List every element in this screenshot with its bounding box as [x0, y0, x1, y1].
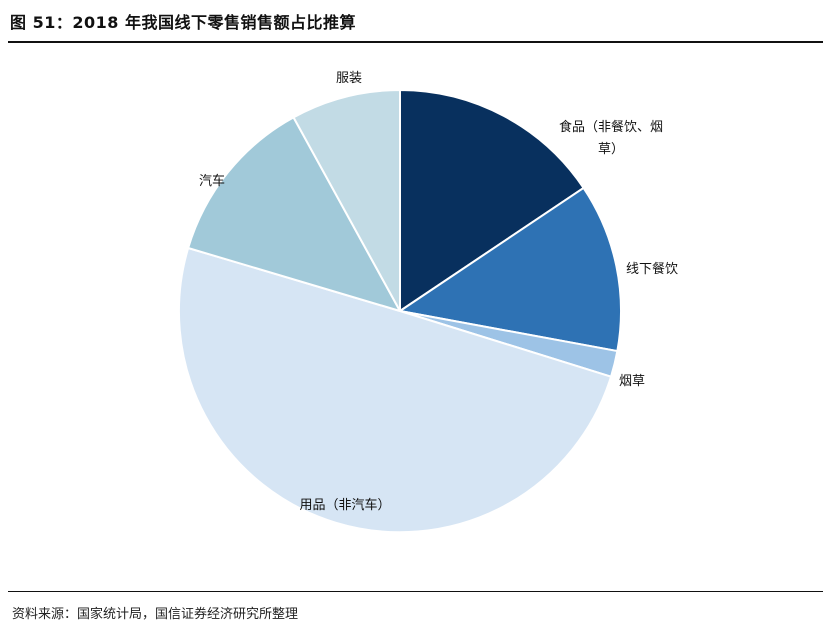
slice-label: 烟草: [619, 374, 645, 389]
slice-label: 食品（非餐饮、烟草）: [559, 119, 663, 157]
pie-slice: [292, 89, 401, 312]
slice-label: 用品（非汽车）: [299, 497, 390, 513]
pie-slice: [187, 116, 401, 312]
chart-title: 图 51：2018 年我国线下零售销售额占比推算: [10, 13, 356, 32]
pie-slice: [177, 247, 613, 534]
slice-label: 线下餐饮: [626, 261, 678, 277]
source-note: 资料来源：国家统计局，国信证券经济研究所整理: [12, 607, 299, 622]
title-rule: [8, 41, 823, 43]
pie-slice: [399, 186, 622, 353]
source-rule: [8, 591, 823, 592]
slice-label: 服装: [336, 71, 362, 86]
pie-slice: [399, 89, 585, 312]
slice-label: 汽车: [199, 173, 225, 189]
